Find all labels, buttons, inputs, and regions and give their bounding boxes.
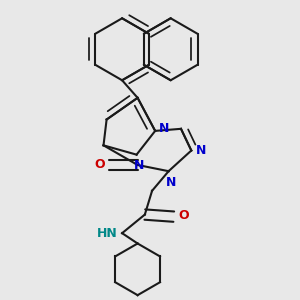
Text: O: O — [178, 209, 188, 222]
Text: N: N — [134, 159, 144, 172]
Text: O: O — [94, 158, 104, 172]
Text: HN: HN — [97, 227, 118, 240]
Text: N: N — [196, 144, 206, 157]
Text: N: N — [166, 176, 176, 189]
Text: N: N — [159, 122, 170, 135]
